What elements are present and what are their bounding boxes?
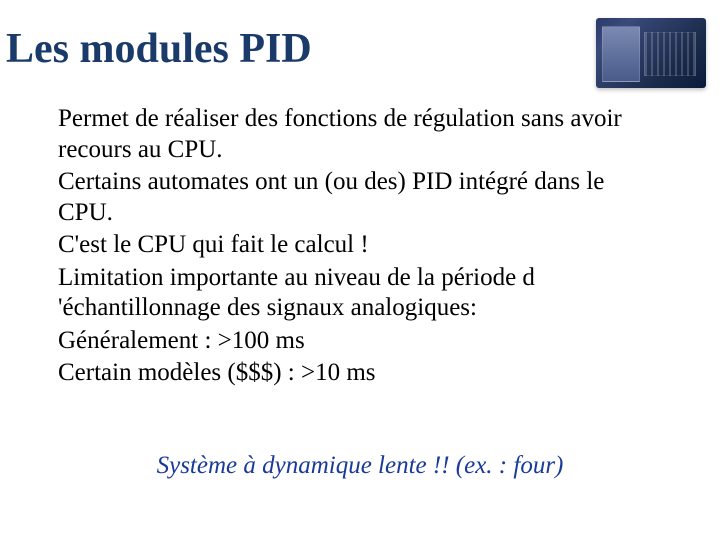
body-paragraph: Permet de réaliser des fonctions de régu… (58, 104, 648, 165)
body-paragraph-indented: Certain modèles ($$$) : >10 ms (58, 358, 648, 389)
slide-body: Permet de réaliser des fonctions de régu… (58, 104, 648, 391)
body-paragraph: C'est le CPU qui fait le calcul ! (58, 230, 648, 261)
body-paragraph: Certains automates ont un (ou des) PID i… (58, 167, 648, 228)
body-paragraph: Limitation importante au niveau de la pé… (58, 263, 648, 324)
body-paragraph-indented: Généralement : >100 ms (58, 326, 648, 357)
slide: Les modules PID Permet de réaliser des f… (0, 0, 720, 540)
plc-module-image (596, 18, 706, 88)
slide-footer-note: Système à dynamique lente !! (ex. : four… (0, 452, 720, 480)
slide-title: Les modules PID (6, 28, 312, 70)
